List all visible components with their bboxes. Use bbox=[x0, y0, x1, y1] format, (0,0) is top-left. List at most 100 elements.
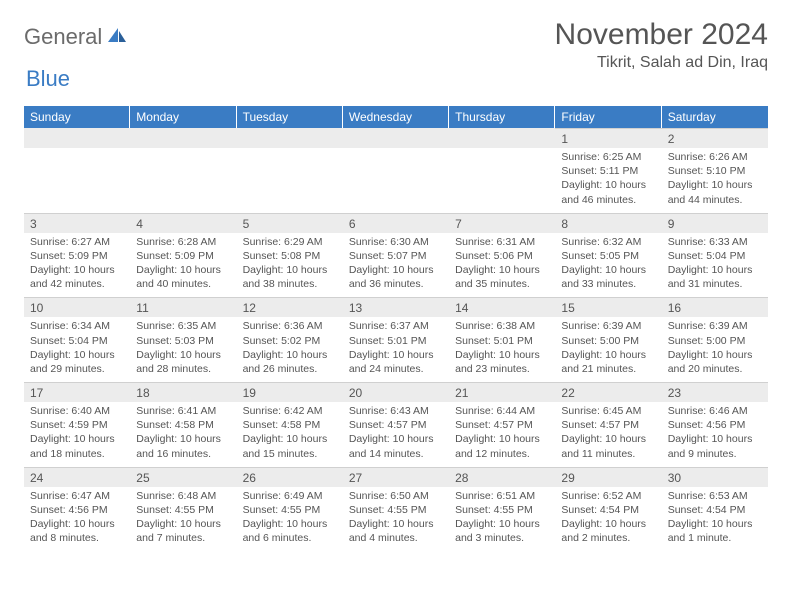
day-cell: Sunrise: 6:39 AMSunset: 5:00 PMDaylight:… bbox=[662, 317, 768, 382]
sunrise-text: Sunrise: 6:45 AM bbox=[561, 404, 655, 418]
day-cell: Sunrise: 6:39 AMSunset: 5:00 PMDaylight:… bbox=[555, 317, 661, 382]
day-number: 15 bbox=[555, 297, 661, 317]
day-number: 17 bbox=[24, 382, 130, 402]
day-cell: Sunrise: 6:52 AMSunset: 4:54 PMDaylight:… bbox=[555, 487, 661, 552]
daylight-text: Daylight: 10 hours and 12 minutes. bbox=[455, 432, 549, 460]
sunrise-text: Sunrise: 6:53 AM bbox=[668, 489, 762, 503]
sunrise-text: Sunrise: 6:27 AM bbox=[30, 235, 124, 249]
sunrise-text: Sunrise: 6:39 AM bbox=[668, 319, 762, 333]
day-number: 6 bbox=[343, 213, 449, 233]
sunset-text: Sunset: 5:01 PM bbox=[455, 334, 549, 348]
weekday-header: Tuesday bbox=[237, 106, 343, 128]
day-number: 14 bbox=[449, 297, 555, 317]
sunrise-text: Sunrise: 6:50 AM bbox=[349, 489, 443, 503]
day-number: 7 bbox=[449, 213, 555, 233]
sunset-text: Sunset: 4:57 PM bbox=[349, 418, 443, 432]
logo-text-blue: Blue bbox=[26, 66, 70, 91]
daylight-text: Daylight: 10 hours and 18 minutes. bbox=[30, 432, 124, 460]
day-cell bbox=[343, 148, 449, 213]
sunrise-text: Sunrise: 6:41 AM bbox=[136, 404, 230, 418]
weekday-header: Sunday bbox=[24, 106, 130, 128]
sunset-text: Sunset: 5:06 PM bbox=[455, 249, 549, 263]
daylight-text: Daylight: 10 hours and 44 minutes. bbox=[668, 178, 762, 206]
calendar-table: Sunday Monday Tuesday Wednesday Thursday… bbox=[24, 106, 768, 551]
sunset-text: Sunset: 5:00 PM bbox=[668, 334, 762, 348]
day-data-row: Sunrise: 6:47 AMSunset: 4:56 PMDaylight:… bbox=[24, 487, 768, 552]
sunset-text: Sunset: 4:55 PM bbox=[136, 503, 230, 517]
sunset-text: Sunset: 5:05 PM bbox=[561, 249, 655, 263]
sunrise-text: Sunrise: 6:32 AM bbox=[561, 235, 655, 249]
day-number bbox=[130, 128, 236, 148]
day-cell: Sunrise: 6:50 AMSunset: 4:55 PMDaylight:… bbox=[343, 487, 449, 552]
daylight-text: Daylight: 10 hours and 16 minutes. bbox=[136, 432, 230, 460]
day-number: 5 bbox=[237, 213, 343, 233]
day-number-row: 10111213141516 bbox=[24, 297, 768, 317]
weekday-header: Thursday bbox=[449, 106, 555, 128]
day-number-row: 12 bbox=[24, 128, 768, 148]
day-cell: Sunrise: 6:30 AMSunset: 5:07 PMDaylight:… bbox=[343, 233, 449, 298]
daylight-text: Daylight: 10 hours and 29 minutes. bbox=[30, 348, 124, 376]
sunset-text: Sunset: 4:58 PM bbox=[136, 418, 230, 432]
daylight-text: Daylight: 10 hours and 8 minutes. bbox=[30, 517, 124, 545]
daylight-text: Daylight: 10 hours and 35 minutes. bbox=[455, 263, 549, 291]
day-number: 26 bbox=[237, 467, 343, 487]
daylight-text: Daylight: 10 hours and 33 minutes. bbox=[561, 263, 655, 291]
daylight-text: Daylight: 10 hours and 9 minutes. bbox=[668, 432, 762, 460]
sunrise-text: Sunrise: 6:29 AM bbox=[243, 235, 337, 249]
day-number: 28 bbox=[449, 467, 555, 487]
sunset-text: Sunset: 5:04 PM bbox=[668, 249, 762, 263]
day-number: 25 bbox=[130, 467, 236, 487]
day-cell bbox=[24, 148, 130, 213]
day-number: 23 bbox=[662, 382, 768, 402]
month-title: November 2024 bbox=[555, 18, 768, 52]
day-number: 2 bbox=[662, 128, 768, 148]
day-cell: Sunrise: 6:45 AMSunset: 4:57 PMDaylight:… bbox=[555, 402, 661, 467]
sunrise-text: Sunrise: 6:36 AM bbox=[243, 319, 337, 333]
sunset-text: Sunset: 5:00 PM bbox=[561, 334, 655, 348]
day-number bbox=[343, 128, 449, 148]
day-cell bbox=[449, 148, 555, 213]
sunset-text: Sunset: 5:03 PM bbox=[136, 334, 230, 348]
day-number: 9 bbox=[662, 213, 768, 233]
day-data-row: Sunrise: 6:34 AMSunset: 5:04 PMDaylight:… bbox=[24, 317, 768, 382]
day-cell: Sunrise: 6:51 AMSunset: 4:55 PMDaylight:… bbox=[449, 487, 555, 552]
sunrise-text: Sunrise: 6:46 AM bbox=[668, 404, 762, 418]
day-cell: Sunrise: 6:38 AMSunset: 5:01 PMDaylight:… bbox=[449, 317, 555, 382]
daylight-text: Daylight: 10 hours and 36 minutes. bbox=[349, 263, 443, 291]
sunrise-text: Sunrise: 6:38 AM bbox=[455, 319, 549, 333]
sunset-text: Sunset: 5:02 PM bbox=[243, 334, 337, 348]
daylight-text: Daylight: 10 hours and 1 minute. bbox=[668, 517, 762, 545]
day-number: 30 bbox=[662, 467, 768, 487]
weekday-header: Saturday bbox=[662, 106, 768, 128]
day-cell bbox=[130, 148, 236, 213]
logo: General bbox=[24, 18, 132, 50]
sunrise-text: Sunrise: 6:28 AM bbox=[136, 235, 230, 249]
logo-text-general: General bbox=[24, 24, 102, 50]
day-number bbox=[24, 128, 130, 148]
day-cell: Sunrise: 6:32 AMSunset: 5:05 PMDaylight:… bbox=[555, 233, 661, 298]
daylight-text: Daylight: 10 hours and 24 minutes. bbox=[349, 348, 443, 376]
sail-icon bbox=[106, 26, 128, 49]
day-cell: Sunrise: 6:48 AMSunset: 4:55 PMDaylight:… bbox=[130, 487, 236, 552]
day-cell: Sunrise: 6:34 AMSunset: 5:04 PMDaylight:… bbox=[24, 317, 130, 382]
daylight-text: Daylight: 10 hours and 7 minutes. bbox=[136, 517, 230, 545]
day-number-row: 3456789 bbox=[24, 213, 768, 233]
sunset-text: Sunset: 5:10 PM bbox=[668, 164, 762, 178]
daylight-text: Daylight: 10 hours and 42 minutes. bbox=[30, 263, 124, 291]
sunset-text: Sunset: 5:09 PM bbox=[136, 249, 230, 263]
sunset-text: Sunset: 4:59 PM bbox=[30, 418, 124, 432]
sunrise-text: Sunrise: 6:34 AM bbox=[30, 319, 124, 333]
sunrise-text: Sunrise: 6:48 AM bbox=[136, 489, 230, 503]
sunrise-text: Sunrise: 6:40 AM bbox=[30, 404, 124, 418]
daylight-text: Daylight: 10 hours and 2 minutes. bbox=[561, 517, 655, 545]
day-cell: Sunrise: 6:26 AMSunset: 5:10 PMDaylight:… bbox=[662, 148, 768, 213]
day-cell: Sunrise: 6:27 AMSunset: 5:09 PMDaylight:… bbox=[24, 233, 130, 298]
weekday-header: Friday bbox=[555, 106, 661, 128]
daylight-text: Daylight: 10 hours and 3 minutes. bbox=[455, 517, 549, 545]
sunset-text: Sunset: 4:57 PM bbox=[455, 418, 549, 432]
day-number: 10 bbox=[24, 297, 130, 317]
day-data-row: Sunrise: 6:27 AM Sunset: 5:09 PM Daylight:… bbox=[24, 233, 768, 298]
sunrise-text: Sunrise: 6:26 AM bbox=[668, 150, 762, 164]
sunset-text: Sunset: 5:01 PM bbox=[349, 334, 443, 348]
day-cell: Sunrise: 6:46 AMSunset: 4:56 PMDaylight:… bbox=[662, 402, 768, 467]
